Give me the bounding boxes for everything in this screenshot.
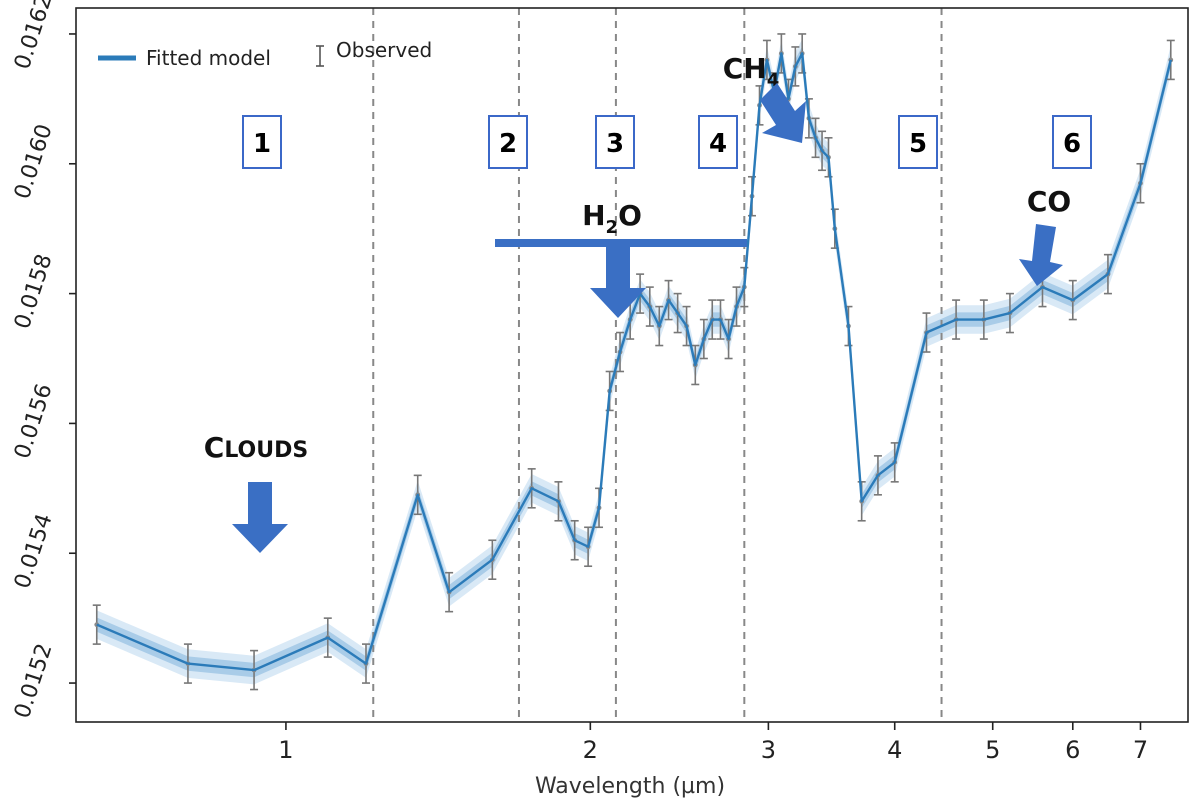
y-tick-label: 0.0154 — [10, 511, 58, 592]
y-tick-label: 0.0156 — [10, 381, 58, 462]
x-tick-label: 3 — [761, 736, 776, 764]
region-label-3: 3 — [595, 115, 635, 169]
x-tick-label: 1 — [278, 736, 293, 764]
observed-point — [92, 604, 101, 645]
x-tick-label: 6 — [1065, 736, 1080, 764]
region-label-2: 2 — [488, 115, 528, 169]
legend-label-fitted-model: Fitted model — [146, 46, 271, 70]
x-tick-label: 4 — [887, 736, 902, 764]
co-annotation: CO — [1019, 185, 1071, 286]
model-path — [96, 52, 1172, 672]
region-number: 5 — [909, 129, 927, 159]
region-box — [488, 115, 528, 169]
ch4-arrow — [760, 83, 806, 143]
region-box — [898, 115, 938, 169]
legend: Fitted model Observed — [98, 38, 432, 70]
ch4-label: CH4 — [723, 52, 780, 91]
co-arrow — [1019, 224, 1063, 286]
region-number: 1 — [253, 129, 271, 159]
fitted-model-line — [96, 52, 1172, 672]
region-number: 6 — [1063, 129, 1081, 159]
y-tick-label: 0.0158 — [10, 251, 58, 332]
region-label-5: 5 — [898, 115, 938, 169]
region-box — [698, 115, 738, 169]
region-labels: 1 2 3 4 5 6 — [242, 115, 1092, 169]
region-box — [1052, 115, 1092, 169]
y-tick-label: 0.0162 — [10, 0, 58, 72]
y-tick-label: 0.0152 — [10, 641, 58, 722]
clouds-annotation: CLOUDS — [204, 431, 308, 553]
h2o-arrow — [590, 247, 646, 318]
x-tick-label: 2 — [583, 736, 598, 764]
y-tick-label: 0.0160 — [10, 121, 58, 202]
clouds-label: CLOUDS — [204, 431, 308, 464]
axes — [75, 7, 1189, 723]
region-label-6: 6 — [1052, 115, 1092, 169]
region-box — [242, 115, 282, 169]
region-label-4: 4 — [698, 115, 738, 169]
region-box — [595, 115, 635, 169]
region-number: 4 — [709, 129, 727, 159]
x-tick-label: 5 — [985, 736, 1000, 764]
y-axis-ticks: 0.0152 0.0154 0.0156 0.0158 0.0160 0.0162 — [10, 0, 76, 722]
region-boundaries — [372, 8, 943, 722]
plot-frame — [75, 7, 1189, 723]
h2o-bar — [495, 239, 747, 247]
x-tick-label: 7 — [1133, 736, 1148, 764]
x-axis-label: Wavelength (µm) — [535, 774, 725, 799]
legend-label-observed: Observed — [336, 38, 432, 62]
co-label: CO — [1027, 185, 1071, 218]
feature-annotations: CLOUDS H2O CH4 CO — [204, 52, 1071, 553]
region-number: 2 — [499, 129, 517, 159]
h2o-annotation: H2O — [495, 199, 747, 318]
clouds-arrow — [232, 482, 288, 553]
x-axis-ticks: 1 2 3 4 5 6 7 — [278, 722, 1148, 764]
region-label-1: 1 — [242, 115, 282, 169]
ch4-annotation: CH4 — [723, 52, 806, 143]
h2o-label: H2O — [582, 199, 642, 238]
region-number: 3 — [606, 129, 624, 159]
